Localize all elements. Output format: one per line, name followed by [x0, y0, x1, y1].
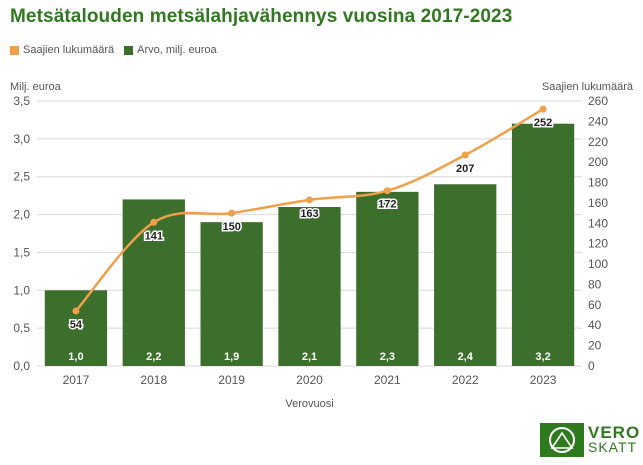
- count-point: [72, 307, 80, 315]
- y-right-tick-label: 60: [588, 298, 602, 312]
- y-left-tick-label: 1,0: [13, 283, 30, 297]
- y-right-tick-label: 260: [588, 94, 608, 108]
- count-points: [72, 105, 547, 315]
- y-left-tick-label: 2,0: [13, 208, 30, 222]
- y-left-tick-label: 0,5: [13, 321, 30, 335]
- y-right-tick-label: 0: [588, 359, 595, 373]
- count-point: [150, 218, 158, 226]
- y-right-tick-label: 100: [588, 257, 608, 271]
- x-axis-title: Verovuosi: [285, 398, 333, 410]
- logo-text-skatt: SKATT: [588, 439, 638, 455]
- bar-label: 2,4: [458, 351, 474, 363]
- logo-text-vero: VERO: [588, 423, 641, 442]
- y-right-tick-label: 40: [588, 318, 602, 332]
- y-left-tick-label: 2,5: [13, 170, 30, 184]
- bar: [434, 184, 497, 366]
- bar: [511, 123, 575, 366]
- count-label: 207: [456, 163, 474, 175]
- legend-item-count: Saajien lukumäärä: [10, 44, 114, 56]
- bar-labels: 1,0 2,2 1,9 2,1 2,3 2,4 3,2: [68, 351, 550, 363]
- y-right-tick-label: 180: [588, 176, 608, 190]
- y-right-tick-label: 80: [588, 277, 602, 291]
- bar-label: 1,9: [224, 351, 239, 363]
- legend-swatch-bar: [124, 45, 134, 55]
- y-right-tick-label: 120: [588, 237, 608, 251]
- x-tick-label: 2023: [530, 373, 557, 387]
- x-tick-label: 2018: [140, 373, 167, 387]
- legend-swatch-line: [10, 45, 19, 55]
- count-label: 150: [222, 221, 240, 233]
- legend-label-count: Saajien lukumäärä: [23, 44, 115, 56]
- count-label: 54: [70, 319, 83, 331]
- y-right-tick-label: 240: [588, 114, 608, 128]
- x-tick-label: 2017: [63, 373, 90, 387]
- bars: [44, 123, 575, 366]
- y-right-tick-label: 20: [588, 339, 602, 353]
- y-right-tick-label: 160: [588, 196, 608, 210]
- count-label: 252: [534, 117, 552, 129]
- x-tick-label: 2020: [296, 373, 323, 387]
- count-point: [539, 105, 547, 113]
- bar: [122, 199, 185, 366]
- bar: [44, 290, 108, 366]
- y-right-tick-label: 220: [588, 135, 608, 149]
- y-left-tick-label: 3,5: [13, 94, 30, 108]
- bar-label: 2,1: [302, 351, 317, 363]
- y-right-tick-label: 200: [588, 155, 608, 169]
- count-point: [306, 196, 313, 204]
- bar-label: 2,2: [146, 351, 161, 363]
- x-tick-label: 2022: [452, 373, 479, 387]
- y-left-tick-label: 3,0: [13, 132, 30, 146]
- count-point: [383, 187, 391, 195]
- y-right-axis-title: Saajien lukumäärä: [542, 81, 634, 93]
- count-label: 172: [378, 199, 396, 211]
- axes: 0,0 0,5 1,0 1,5 2,0 2,5 3,0 3,5 0 20 40 60 80 100 120 1…: [10, 81, 634, 410]
- legend: Saajien lukumäärä Arvo, milj. euroa: [10, 44, 217, 56]
- y-right-tick-label: 140: [588, 216, 608, 230]
- x-tick-label: 2021: [374, 373, 401, 387]
- vero-logo: VERO SKATT: [540, 423, 640, 457]
- legend-label-value: Arvo, milj. euroa: [137, 44, 217, 56]
- count-label: 163: [300, 208, 318, 220]
- bar: [278, 207, 341, 366]
- count-point: [461, 151, 469, 159]
- x-tick-label: 2019: [218, 373, 245, 387]
- y-left-axis-title: Milj. euroa: [10, 81, 62, 93]
- y-left-tick-label: 1,5: [13, 245, 30, 259]
- bar: [200, 222, 263, 366]
- bar: [356, 191, 419, 366]
- bar-label: 1,0: [68, 351, 83, 363]
- bar-label: 2,3: [380, 351, 395, 363]
- logo-emblem-icon: [540, 423, 584, 457]
- y-left-tick-label: 0,0: [13, 359, 30, 373]
- count-point: [228, 209, 236, 217]
- legend-item-value: Arvo, milj. euroa: [124, 44, 217, 56]
- count-label: 141: [145, 230, 163, 242]
- bar-label: 3,2: [535, 351, 550, 363]
- chart-title: Metsätalouden metsälahjavähennys vuosina…: [10, 6, 513, 27]
- count-labels: 54 141 150 163 172 207 252: [68, 116, 553, 333]
